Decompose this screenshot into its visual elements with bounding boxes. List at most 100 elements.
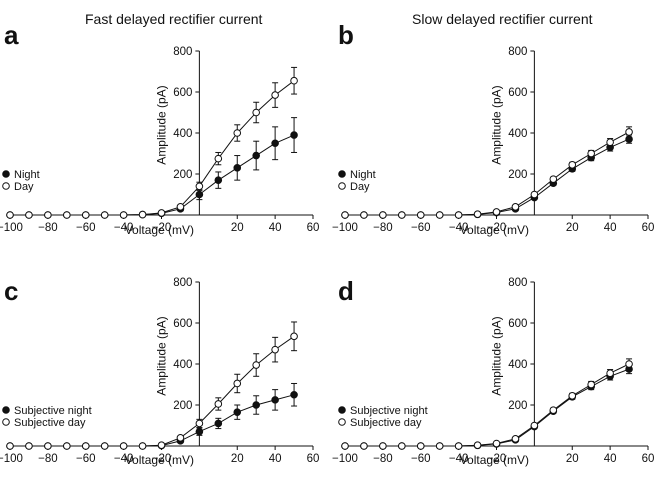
- data-point: [195, 182, 204, 191]
- data-point: [214, 176, 223, 184]
- data-point: [63, 442, 71, 450]
- data-point: [492, 208, 501, 216]
- x-axis-title: Voltage (mV): [460, 453, 529, 467]
- y-tick-label: 200: [173, 169, 192, 181]
- legend-label: Day: [14, 181, 34, 193]
- data-point: [454, 211, 463, 219]
- y-tick-label: 600: [508, 87, 527, 99]
- panel-b-title: Slow delayed rectifier current: [412, 11, 593, 27]
- data-point: [625, 360, 633, 368]
- data-point: [606, 369, 614, 378]
- data-point: [119, 211, 128, 219]
- panel-letter: d: [338, 276, 354, 306]
- data-point: [587, 380, 595, 389]
- y-tick-label: 400: [173, 128, 192, 140]
- x-tick-label: −80: [373, 453, 393, 465]
- y-axis-title: Amplitude (pA): [154, 316, 168, 395]
- legend-marker: [338, 170, 346, 178]
- y-tick-label: 800: [508, 277, 527, 289]
- legend-label: Subjective night: [350, 405, 428, 417]
- y-tick-label: 600: [173, 318, 192, 330]
- panel-letter: b: [338, 20, 354, 50]
- data-point: [252, 151, 260, 160]
- x-tick-label: −60: [411, 453, 431, 465]
- data-point: [44, 442, 52, 450]
- data-point: [511, 203, 520, 211]
- data-point: [214, 154, 223, 163]
- legend-label: Night: [14, 169, 40, 181]
- x-tick-label: 60: [307, 222, 320, 234]
- x-axis-title: Voltage (mV): [125, 453, 194, 467]
- x-tick-label: −40: [449, 222, 469, 234]
- data-point: [360, 442, 368, 450]
- y-tick-label: 200: [173, 400, 192, 412]
- data-point: [63, 211, 71, 219]
- data-point: [511, 435, 520, 443]
- legend-label: Night: [350, 169, 376, 181]
- legend-marker: [338, 182, 346, 190]
- y-axis-title: Amplitude (pA): [489, 316, 503, 395]
- x-tick-label: −20: [487, 453, 507, 465]
- y-tick-label: 600: [508, 318, 527, 330]
- data-point: [530, 421, 539, 430]
- data-point: [341, 442, 349, 450]
- x-tick-label: −80: [373, 222, 393, 234]
- data-point: [119, 442, 128, 450]
- data-point: [214, 400, 223, 408]
- data-point: [587, 149, 595, 158]
- data-point: [44, 211, 52, 219]
- x-axis-title: Voltage (mV): [460, 223, 529, 237]
- series-open: [341, 126, 633, 219]
- series-line: [10, 134, 295, 216]
- series-open: [6, 321, 298, 450]
- y-tick-label: 800: [173, 46, 192, 58]
- series-line: [345, 138, 630, 216]
- series-line: [345, 131, 630, 216]
- x-tick-label: 40: [269, 222, 282, 234]
- x-tick-label: −100: [332, 222, 358, 234]
- data-point: [435, 442, 444, 450]
- x-tick-label: 40: [269, 453, 282, 465]
- data-point: [435, 211, 444, 219]
- data-point: [271, 396, 279, 404]
- data-point: [6, 211, 14, 219]
- data-point: [379, 211, 387, 219]
- data-point: [233, 379, 242, 388]
- data-point: [606, 138, 614, 147]
- x-tick-label: −40: [449, 453, 469, 465]
- series-line: [345, 363, 630, 447]
- y-tick-label: 400: [173, 359, 192, 371]
- data-point: [530, 190, 539, 199]
- data-point: [290, 332, 298, 341]
- y-axis-title: Amplitude (pA): [154, 85, 168, 164]
- legend-marker: [2, 406, 10, 414]
- panel-letter: a: [4, 20, 19, 50]
- x-tick-label: −20: [152, 222, 172, 234]
- x-tick-label: −60: [76, 453, 96, 465]
- data-point: [100, 442, 109, 450]
- x-tick-label: −100: [332, 453, 358, 465]
- x-tick-label: −20: [152, 453, 172, 465]
- x-axis-title: Voltage (mV): [125, 223, 194, 237]
- x-tick-label: 40: [604, 453, 617, 465]
- legend-marker: [338, 406, 346, 414]
- data-point: [473, 441, 482, 449]
- y-tick-label: 600: [173, 87, 192, 99]
- data-point: [549, 175, 558, 183]
- x-tick-label: 20: [566, 222, 579, 234]
- x-tick-label: −100: [0, 222, 23, 234]
- panel-b: b −100 −80 −60 −40 −20 20 40 60 200 400 600 800 Volta…: [332, 20, 654, 237]
- x-tick-label: −60: [76, 222, 96, 234]
- data-point: [176, 434, 185, 442]
- data-point: [416, 211, 425, 219]
- x-tick-label: −80: [38, 453, 58, 465]
- data-point: [157, 209, 166, 217]
- series-open: [341, 358, 633, 450]
- legend-marker: [2, 170, 10, 178]
- legend-marker: [2, 418, 10, 426]
- data-point: [271, 91, 279, 99]
- data-point: [379, 442, 387, 450]
- data-point: [6, 442, 14, 450]
- legend-label: Subjective day: [350, 417, 422, 429]
- data-point: [233, 164, 242, 172]
